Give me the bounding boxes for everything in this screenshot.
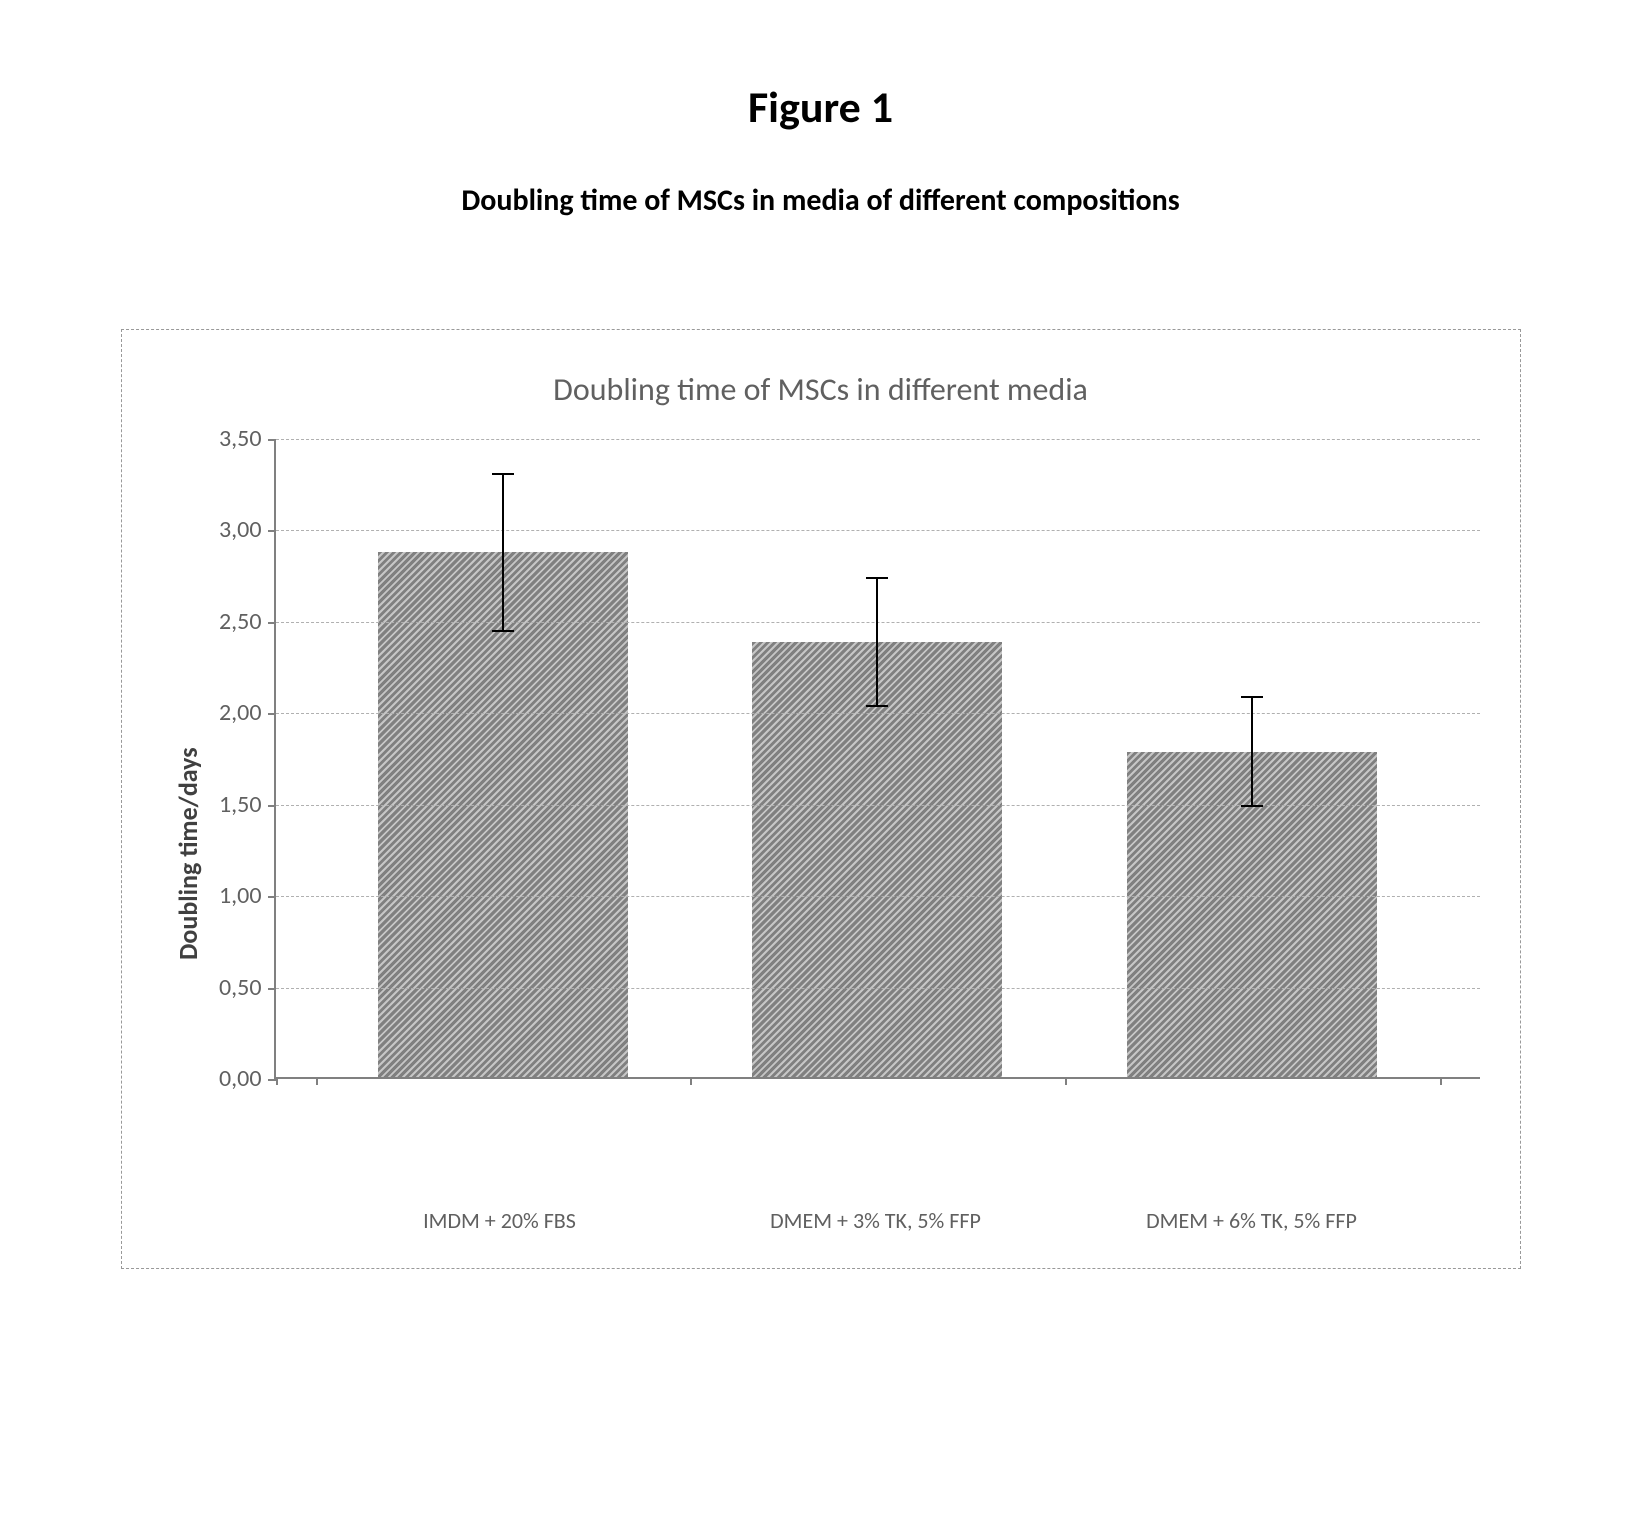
figure-title: Figure 1 xyxy=(120,80,1521,134)
y-tick-mark xyxy=(268,988,276,990)
chart-container: Doubling time of MSCs in different media… xyxy=(121,329,1521,1269)
y-tick-mark xyxy=(268,530,276,532)
gridline xyxy=(276,805,1480,806)
x-label: IMDM + 20% FBS xyxy=(350,1207,650,1234)
bar-group xyxy=(727,642,1027,1077)
x-tick-mark xyxy=(1440,1077,1442,1085)
y-tick-mark xyxy=(268,439,276,441)
bar-group xyxy=(1102,752,1402,1077)
error-cap xyxy=(492,473,514,475)
x-axis-labels: IMDM + 20% FBS DMEM + 3% TK, 5% FFP DMEM… xyxy=(272,1189,1480,1234)
error-bar xyxy=(876,578,878,706)
y-axis-label: Doubling time/days xyxy=(162,439,204,1189)
y-tick-mark xyxy=(268,713,276,715)
gridline xyxy=(276,439,1480,440)
error-bar xyxy=(502,474,504,631)
y-axis: 3,50 3,00 2,50 2,00 1,50 1,00 0,50 0,00 xyxy=(204,439,274,1079)
error-cap xyxy=(1241,696,1263,698)
gridline xyxy=(276,713,1480,714)
y-tick-mark xyxy=(268,805,276,807)
y-tick-mark xyxy=(268,622,276,624)
gridline xyxy=(276,988,1480,989)
gridline xyxy=(276,530,1480,531)
bar-group xyxy=(353,552,653,1077)
x-tick-mark xyxy=(316,1077,318,1085)
plot-wrap: Doubling time/days 3,50 3,00 2,50 2,00 1… xyxy=(162,439,1480,1189)
plot-area xyxy=(274,439,1480,1079)
y-tick-mark xyxy=(268,896,276,898)
error-cap xyxy=(492,630,514,632)
error-cap xyxy=(866,705,888,707)
x-label: DMEM + 6% TK, 5% FFP xyxy=(1102,1207,1402,1234)
x-tick-mark xyxy=(1065,1077,1067,1085)
error-cap xyxy=(866,577,888,579)
error-bar xyxy=(1251,697,1253,807)
bar xyxy=(752,642,1002,1077)
x-tick-mark xyxy=(690,1077,692,1085)
error-cap xyxy=(1241,805,1263,807)
bars-group xyxy=(276,439,1480,1077)
chart-title: Doubling time of MSCs in different media xyxy=(162,370,1480,409)
gridline xyxy=(276,896,1480,897)
x-label: DMEM + 3% TK, 5% FFP xyxy=(726,1207,1026,1234)
y-tick-mark xyxy=(268,1079,276,1081)
figure-subtitle: Doubling time of MSCs in media of differ… xyxy=(120,182,1521,219)
x-tick-mark xyxy=(276,1077,278,1085)
